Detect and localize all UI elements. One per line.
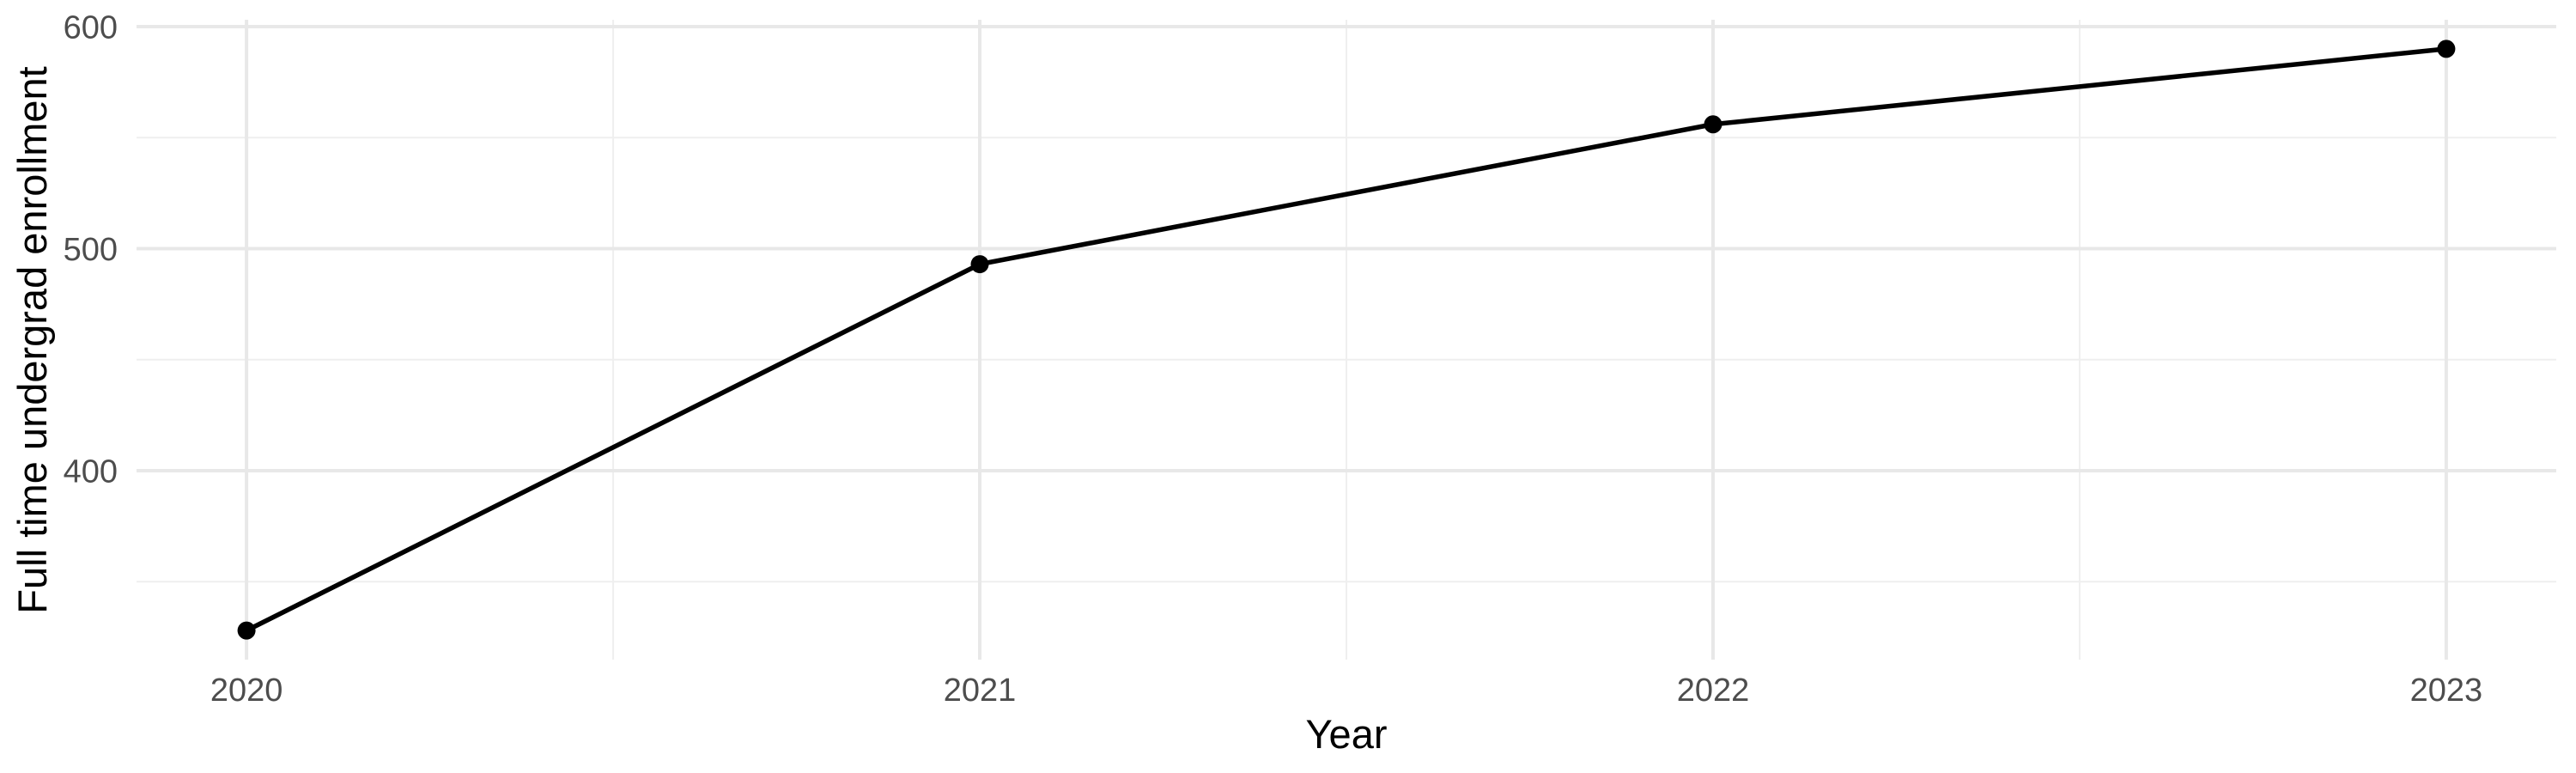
minor-gridlines [137, 20, 2556, 660]
y-axis-title: Full time undergrad enrollment [9, 66, 55, 613]
y-tick-label: 500 [64, 232, 118, 268]
data-point-marker [1704, 115, 1722, 134]
x-tick-label: 2020 [210, 673, 283, 709]
data-series [237, 40, 2456, 640]
x-tick-label: 2021 [944, 673, 1017, 709]
data-point-marker [970, 255, 989, 274]
y-tick-label: 600 [64, 10, 118, 46]
x-tick-label: 2022 [1677, 673, 1750, 709]
x-tick-label: 2023 [2410, 673, 2483, 709]
data-point-marker [2437, 40, 2456, 58]
x-axis-tick-labels: 2020 2021 2022 2023 [210, 673, 2482, 709]
y-axis-tick-labels: 400 500 600 [64, 10, 118, 490]
enrollment-line [244, 46, 2449, 633]
data-point-marker [237, 621, 256, 640]
y-tick-label: 400 [64, 454, 118, 490]
x-axis-title: Year [1306, 711, 1388, 757]
